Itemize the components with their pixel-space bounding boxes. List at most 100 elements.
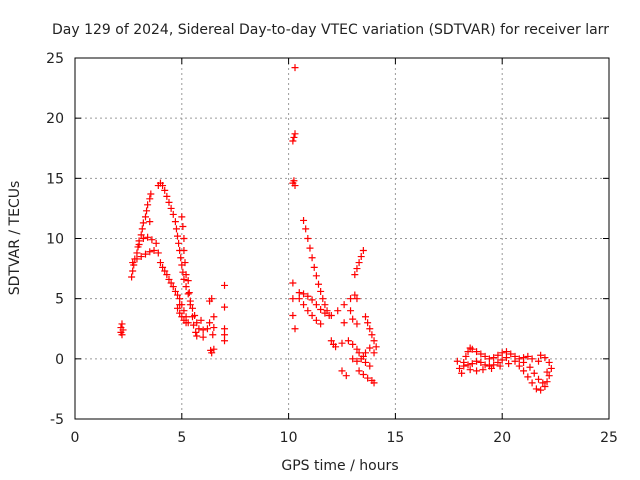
data-point (338, 339, 346, 347)
data-point (372, 343, 380, 351)
data-point (370, 349, 378, 357)
data-point (515, 355, 523, 363)
data-point (221, 303, 229, 311)
data-point (327, 337, 335, 345)
data-point (208, 349, 216, 357)
data-point (355, 349, 363, 357)
data-point (498, 349, 506, 357)
data-point (182, 271, 190, 279)
data-point (332, 343, 340, 351)
data-point (530, 369, 538, 377)
data-point (361, 349, 369, 357)
data-point (186, 301, 194, 309)
data-point (167, 204, 175, 212)
data-point (174, 304, 182, 312)
data-point (135, 241, 143, 249)
data-point (184, 277, 192, 285)
x-tick-label: 15 (386, 430, 404, 446)
data-point (148, 236, 156, 244)
data-point (221, 337, 229, 345)
data-point (524, 352, 532, 360)
data-point (143, 207, 151, 215)
data-point (221, 281, 229, 289)
grid-lines (75, 58, 609, 419)
data-point (340, 319, 348, 327)
data-point (181, 259, 189, 267)
data-point (300, 216, 308, 224)
data-point (541, 354, 549, 362)
data-point (349, 315, 357, 323)
data-point (464, 361, 472, 369)
data-point (146, 218, 154, 226)
data-point (159, 182, 167, 190)
data-point (364, 374, 372, 382)
data-point (477, 350, 485, 358)
data-point (141, 213, 149, 221)
data-point (312, 301, 320, 309)
data-point (304, 307, 312, 315)
x-axis-label: GPS time / hours (281, 458, 398, 474)
data-point (359, 370, 367, 378)
data-point (291, 64, 299, 72)
data-point (176, 301, 184, 309)
data-point (460, 358, 468, 366)
data-point (511, 357, 519, 365)
data-point (137, 231, 145, 239)
data-point (156, 259, 164, 267)
data-point (133, 249, 141, 257)
data-point (368, 331, 376, 339)
data-point (453, 357, 461, 365)
data-point (524, 373, 532, 381)
data-point (543, 368, 551, 376)
data-point (455, 364, 463, 372)
x-tick-label: 10 (280, 430, 298, 446)
data-point (118, 331, 126, 339)
data-point (535, 357, 543, 365)
y-axis-label: SDTVAR / TECUs (7, 181, 23, 296)
data-point (193, 332, 201, 340)
data-point (338, 367, 346, 375)
data-point (473, 357, 481, 365)
data-point (528, 379, 536, 387)
data-point (535, 375, 543, 383)
data-point (172, 225, 180, 233)
data-point (361, 313, 369, 321)
data-point (468, 345, 476, 353)
data-point (498, 356, 506, 364)
data-point (139, 235, 147, 242)
data-point (347, 295, 355, 303)
data-point (515, 362, 523, 370)
data-point (291, 182, 299, 190)
data-point (290, 133, 298, 141)
data-point (349, 355, 357, 363)
data-point (295, 289, 303, 297)
data-point (133, 255, 141, 263)
data-point (290, 177, 298, 185)
data-point (176, 309, 184, 317)
y-tick-label: 15 (46, 171, 64, 187)
data-point (308, 296, 316, 304)
data-point (179, 222, 187, 230)
data-point (507, 350, 515, 358)
data-point (317, 320, 325, 328)
x-tick-label: 25 (600, 430, 618, 446)
data-point (192, 328, 200, 336)
data-point (349, 340, 357, 348)
data-point (144, 201, 152, 209)
data-point (154, 249, 162, 257)
data-point (353, 345, 361, 353)
data-point (547, 364, 555, 372)
data-point (199, 326, 207, 334)
data-point (199, 333, 207, 341)
data-point (174, 291, 182, 299)
data-point (357, 355, 365, 363)
data-point (496, 362, 504, 370)
data-point (175, 239, 183, 247)
data-point (182, 283, 190, 291)
data-point (144, 233, 152, 241)
data-point (545, 358, 553, 366)
data-point (210, 313, 218, 321)
data-point (545, 372, 553, 380)
data-point (304, 292, 312, 300)
